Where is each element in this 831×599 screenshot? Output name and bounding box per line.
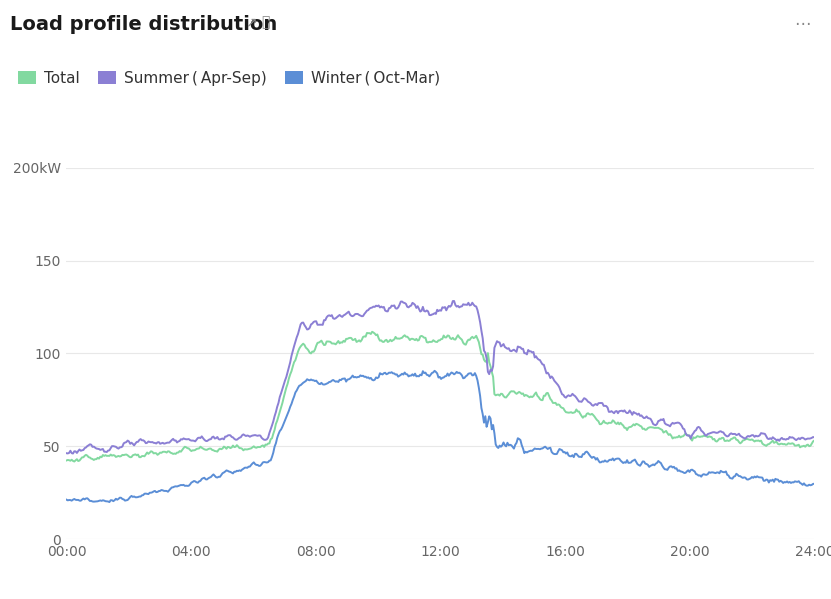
Text: ↗: ↗ — [245, 15, 257, 29]
Legend: Total, Summer ( Apr-Sep), Winter ( Oct-Mar): Total, Summer ( Apr-Sep), Winter ( Oct-M… — [17, 71, 440, 86]
Text: Load profile distribution: Load profile distribution — [10, 15, 278, 34]
Text: ⓘ: ⓘ — [262, 15, 270, 29]
Text: ⋯: ⋯ — [794, 15, 810, 33]
